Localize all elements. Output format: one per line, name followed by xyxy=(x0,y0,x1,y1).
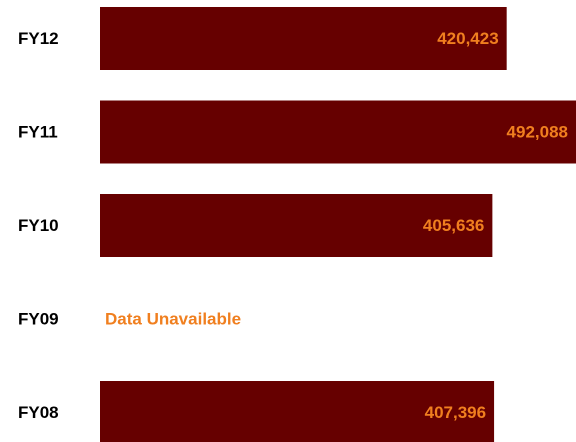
category-label: FY08 xyxy=(18,403,59,422)
bar xyxy=(100,100,576,164)
value-label: 405,636 xyxy=(423,216,484,235)
category-label: FY12 xyxy=(18,29,59,48)
value-label: 492,088 xyxy=(507,122,568,141)
category-label: FY09 xyxy=(18,309,59,328)
bar xyxy=(100,381,495,442)
category-label: FY11 xyxy=(18,122,58,141)
value-label: 420,423 xyxy=(437,29,498,48)
category-label: FY10 xyxy=(18,216,59,235)
value-label: 407,396 xyxy=(425,403,486,422)
bar xyxy=(100,7,507,70)
annotation: Data Unavailable xyxy=(105,309,241,328)
bar xyxy=(100,194,493,257)
